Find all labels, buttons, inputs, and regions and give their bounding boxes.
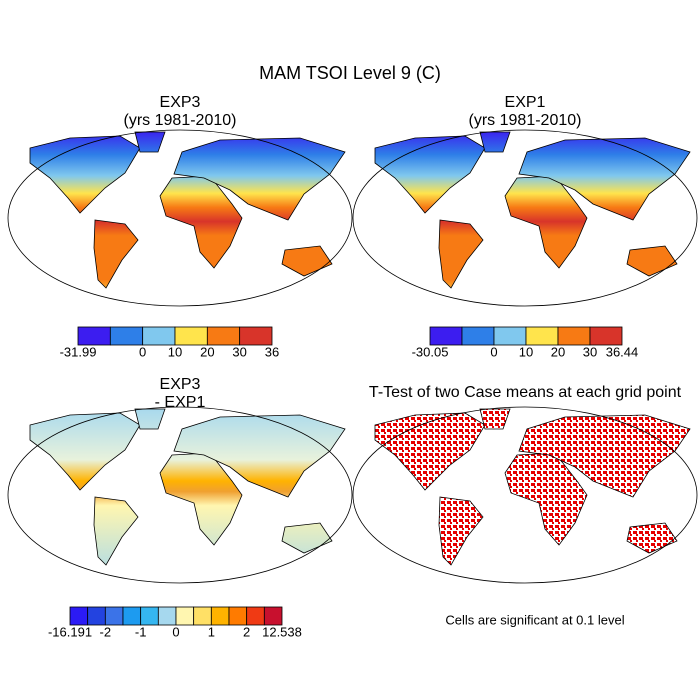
colorbar-box xyxy=(493,326,527,346)
map xyxy=(7,129,353,307)
colorbar-box xyxy=(557,326,591,346)
colorbar-label: 30 xyxy=(232,344,246,359)
colorbar-label: 0 xyxy=(139,344,146,359)
map xyxy=(352,129,698,307)
map-border xyxy=(352,406,698,584)
panel-title: EXP3 xyxy=(160,94,201,111)
colorbar-label: 36 xyxy=(265,344,279,359)
colorbar-label: 20 xyxy=(200,344,214,359)
colorbar-label: -16.191 xyxy=(48,624,92,639)
colorbar-label: 10 xyxy=(519,344,533,359)
map-border xyxy=(352,129,698,307)
colorbar-box xyxy=(246,606,265,626)
colorbar-label: 30 xyxy=(583,344,597,359)
colorbar-box xyxy=(429,326,463,346)
colorbar-box xyxy=(210,606,230,626)
panel-subtitle: (yrs 1981-2010) xyxy=(469,112,582,129)
colorbar-label: 1 xyxy=(208,624,215,639)
colorbar-label: 0 xyxy=(172,624,179,639)
colorbar-box xyxy=(589,326,623,346)
colorbar-label: 2 xyxy=(243,624,250,639)
colorbar-box xyxy=(104,606,124,626)
colorbar-box xyxy=(525,326,559,346)
colorbar-box xyxy=(142,326,176,346)
map-border xyxy=(7,129,353,307)
colorbar-box xyxy=(263,606,283,626)
colorbar-box xyxy=(122,606,142,626)
colorbar-box xyxy=(175,606,195,626)
colorbar-label: 0 xyxy=(490,344,497,359)
colorbar-label: 20 xyxy=(551,344,565,359)
colorbar-label: 10 xyxy=(168,344,182,359)
panel-title: EXP1 xyxy=(505,94,546,111)
colorbar-box xyxy=(206,326,241,346)
colorbar-box xyxy=(461,326,495,346)
panel-title: EXP3 xyxy=(160,376,201,393)
colorbar-label: -1 xyxy=(135,624,147,639)
colorbar-box xyxy=(77,326,111,346)
colorbar-box xyxy=(193,606,212,626)
colorbar-box xyxy=(69,606,89,626)
panel-note: Cells are significant at 0.1 level xyxy=(445,612,624,627)
colorbar-box xyxy=(87,606,106,626)
colorbar-box xyxy=(109,326,144,346)
colorbar-box xyxy=(157,606,177,626)
colorbar-label: -30.05 xyxy=(412,344,449,359)
colorbar-box xyxy=(140,606,159,626)
map xyxy=(352,406,698,584)
map-border xyxy=(7,406,353,584)
panel-subtitle: (yrs 1981-2010) xyxy=(124,112,237,129)
colorbar-label: -2 xyxy=(100,624,112,639)
colorbar-label: 12.538 xyxy=(262,624,302,639)
colorbar-label: -31.99 xyxy=(60,344,97,359)
colorbar-box xyxy=(239,326,273,346)
colorbar-box xyxy=(228,606,248,626)
colorbar-label: 36.44 xyxy=(606,344,639,359)
colorbar-box xyxy=(174,326,208,346)
panel-title: T-Test of two Case means at each grid po… xyxy=(369,384,682,401)
map xyxy=(7,406,353,584)
figure-title: MAM TSOI Level 9 (C) xyxy=(259,63,441,83)
